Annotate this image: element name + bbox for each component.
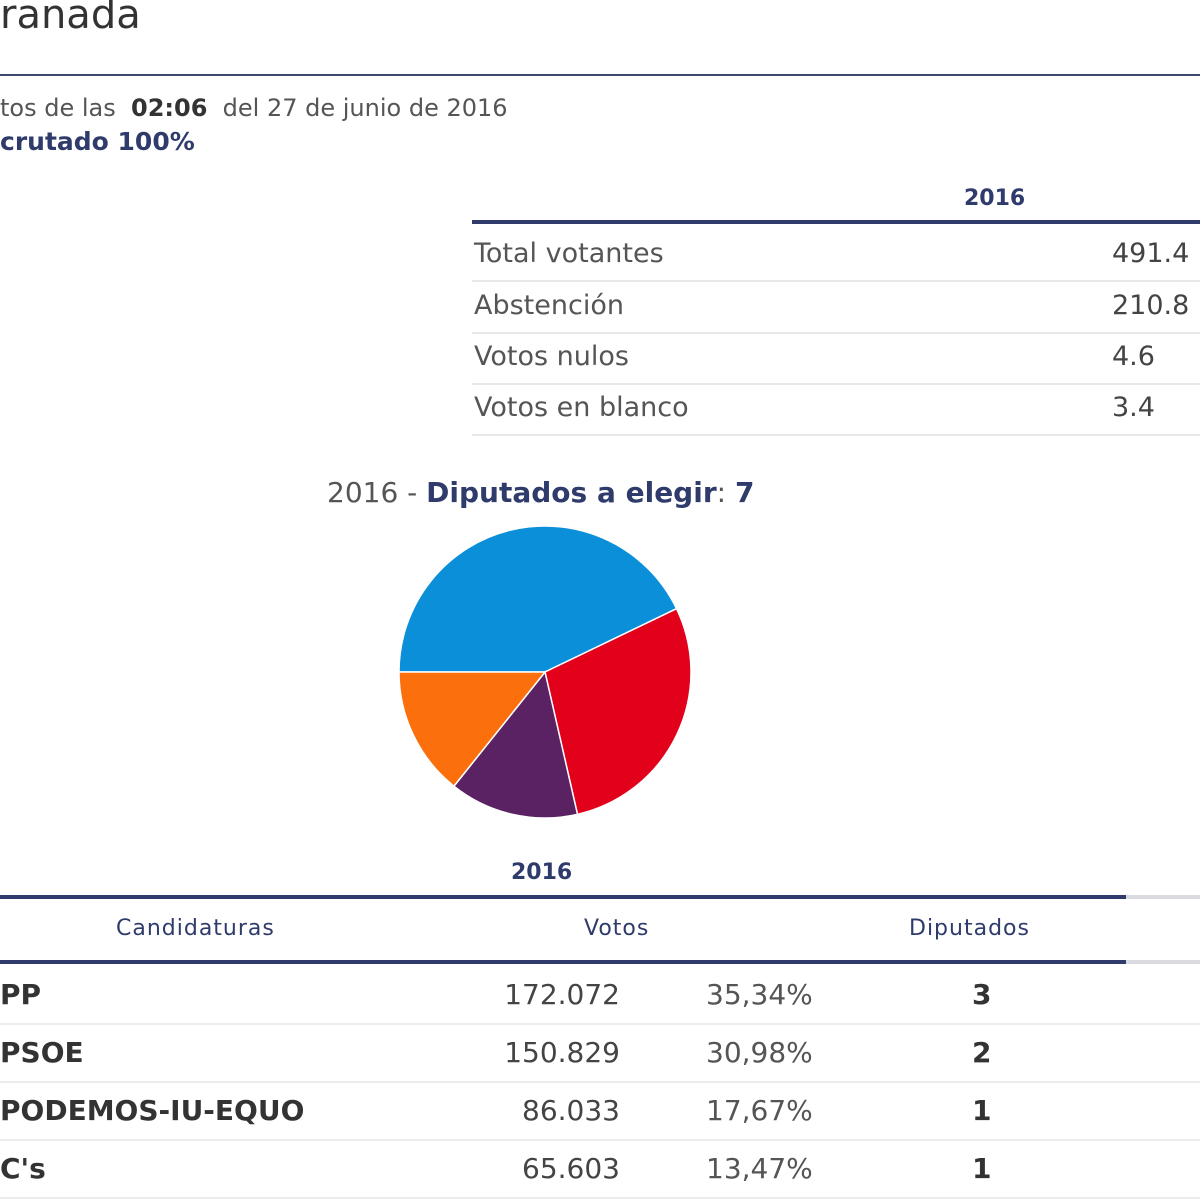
summary-header-rule	[472, 220, 1200, 224]
results-header-rule-extension	[1126, 895, 1200, 899]
pie-slice-psoe	[544, 607, 692, 816]
chart-title-colon: :	[716, 476, 735, 509]
party-seats: 1	[972, 1094, 992, 1127]
column-header-diputados: Diputados	[909, 916, 1030, 941]
results-columns-rule-extension	[1126, 960, 1200, 964]
results-header-rule	[0, 895, 1126, 899]
summary-value: 210.8	[1112, 290, 1190, 321]
page-title: ranada	[0, 0, 141, 38]
summary-value: 3.4	[1112, 392, 1155, 423]
party-seats: 1	[972, 1152, 992, 1185]
party-name: PODEMOS-IU-EQUO	[0, 1094, 305, 1127]
summary-year-header: 2016	[964, 186, 1026, 211]
update-date: del 27 de junio de 2016	[222, 94, 508, 122]
summary-row-total-votantes: Total votantes 491.4	[472, 228, 1200, 282]
summary-value: 491.4	[1112, 238, 1190, 269]
summary-row-votos-blanco: Votos en blanco 3.4	[472, 382, 1200, 436]
update-prefix: tos de las	[0, 94, 116, 122]
table-row: C's 65.603 13,47% 1	[0, 1140, 1200, 1199]
results-columns-rule	[0, 960, 1126, 964]
table-row: PSOE 150.829 30,98% 2	[0, 1024, 1200, 1083]
party-votes: 86.033	[522, 1094, 620, 1127]
seats-pie-chart	[398, 525, 692, 819]
summary-label: Abstención	[474, 290, 624, 321]
column-header-votos: Votos	[584, 916, 650, 941]
results-year-header: 2016	[511, 860, 573, 885]
party-name: C's	[0, 1152, 46, 1185]
party-percentage: 30,98%	[706, 1036, 813, 1069]
party-seats: 3	[972, 978, 992, 1011]
update-time: 02:06	[131, 94, 208, 122]
summary-row-abstencion: Abstención 210.8	[472, 280, 1200, 334]
party-votes: 172.072	[504, 978, 620, 1011]
party-name: PSOE	[0, 1036, 84, 1069]
summary-label: Votos nulos	[474, 341, 629, 372]
title-divider	[0, 74, 1200, 76]
party-votes: 150.829	[504, 1036, 620, 1069]
party-percentage: 35,34%	[706, 978, 813, 1011]
column-header-candidaturas: Candidaturas	[116, 916, 275, 941]
chart-title-seats: 7	[734, 476, 755, 509]
party-percentage: 17,67%	[706, 1094, 813, 1127]
party-percentage: 13,47%	[706, 1152, 813, 1185]
pie-slice-pp	[398, 525, 678, 673]
update-info: tos de las 02:06 del 27 de junio de 2016	[0, 94, 508, 122]
chart-title-year: 2016	[327, 476, 399, 509]
chart-title-label: Diputados a elegir	[426, 476, 717, 509]
summary-label: Total votantes	[474, 238, 664, 269]
party-votes: 65.603	[522, 1152, 620, 1185]
summary-value: 4.6	[1112, 341, 1155, 372]
pie-slice-podemos-iu-equo	[452, 670, 579, 819]
pie-slice-c-s	[398, 671, 547, 788]
table-row: PODEMOS-IU-EQUO 86.033 17,67% 1	[0, 1082, 1200, 1141]
summary-row-votos-nulos: Votos nulos 4.6	[472, 331, 1200, 385]
party-name: PP	[0, 978, 42, 1011]
chart-title-separator: -	[398, 476, 427, 509]
escrutado-status: crutado 100%	[0, 127, 195, 156]
chart-title: 2016 - Diputados a elegir: 7	[327, 476, 754, 509]
summary-label: Votos en blanco	[474, 392, 689, 423]
table-row: PP 172.072 35,34% 3	[0, 966, 1200, 1025]
party-seats: 2	[972, 1036, 992, 1069]
